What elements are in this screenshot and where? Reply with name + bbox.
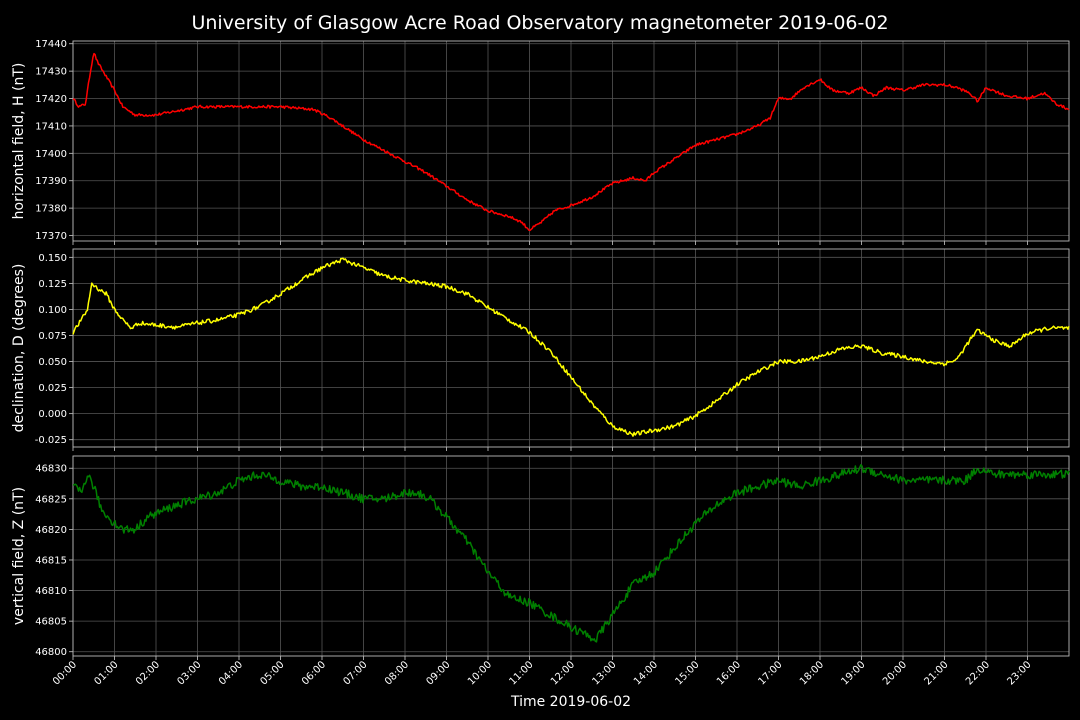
y-tick-label: 46810 [35,586,67,597]
series-line [72,52,1070,232]
y-tick-label: 46805 [35,617,67,628]
y-tick-label: 0.150 [38,253,67,264]
y-tick-label: 0.050 [38,357,67,368]
y-tick-label: 0.125 [38,279,67,290]
y-axis-label: declination, D (degrees) [11,264,27,433]
y-tick-label: 17400 [35,149,67,160]
series-line [72,257,1070,437]
y-tick-label: 0.025 [38,383,67,394]
y-tick-label: -0.025 [35,435,67,446]
y-tick-label: 46830 [35,464,67,475]
y-tick-label: 17370 [35,231,67,242]
y-axis-label: horizontal field, H (nT) [11,63,27,220]
y-tick-label: 17410 [35,121,67,132]
y-tick-label: 46800 [35,647,67,658]
y-tick-label: 46815 [35,555,67,566]
panel-1: 17370 17380 17390 17400 17410 17420 17430 17440… [11,39,1070,245]
y-tick-label: 46825 [35,494,67,505]
series-line [73,464,1070,643]
y-tick-label: 0.100 [38,305,67,316]
panel-2: -0.025 0.000 0.025 0.050 0.075 0.100 0.125 0.15… [11,248,1070,451]
y-tick-label: 17440 [35,39,67,50]
y-tick-label: 17390 [35,176,67,187]
panel-frame [72,248,1070,448]
panel-frame [72,455,1070,657]
panel-frame [72,40,1070,242]
y-axis-label: vertical field, Z (nT) [11,487,27,625]
chart-title: University of Glasgow Acre Road Observat… [191,12,888,34]
y-tick-label: 17420 [35,94,67,105]
y-tick-label: 0.075 [38,331,67,342]
x-axis-label: Time 2019-06-02 [510,694,631,710]
y-tick-label: 46820 [35,525,67,536]
y-tick-label: 0.000 [38,409,67,420]
y-tick-label: 17430 [35,67,67,78]
y-tick-label: 17380 [35,204,67,215]
